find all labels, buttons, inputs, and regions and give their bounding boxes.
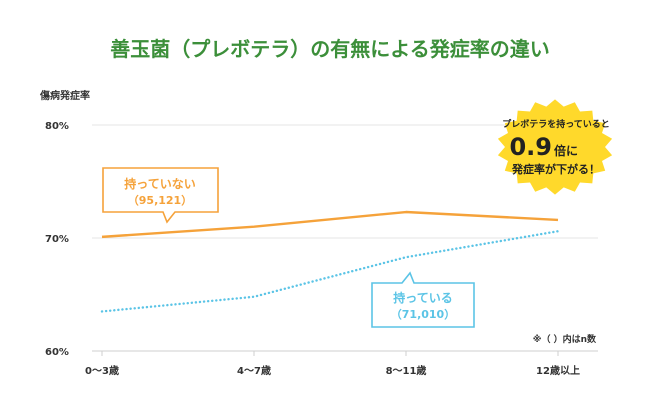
x-tick-label: 8〜11歳 (386, 364, 427, 377)
x-tick-label: 12歳以上 (536, 364, 580, 377)
callout-having-box (371, 271, 475, 328)
badge-starburst (497, 99, 613, 195)
series-name-not-having: 持っていない (124, 176, 195, 191)
chart-title: 善玉菌（プレボテラ）の有無による発症率の違い (110, 37, 549, 61)
badge-line3: 発症率が下がる！ (511, 162, 600, 176)
series-lines (100, 210, 560, 313)
x-tick-label: 4〜7歳 (237, 364, 271, 377)
x-ticks: 0〜3歳 4〜7歳 8〜11歳 12歳以上 (85, 351, 580, 377)
series-line-having (100, 230, 560, 313)
highlight-badge: プレボテラを持っていると 0.9 倍に 発症率が下がる！ (497, 99, 613, 195)
callout-not-having-box (102, 167, 219, 224)
callout-not-having: 持っていない （95,121） (102, 167, 219, 224)
callout-having: 持っている （71,010） (371, 271, 475, 328)
badge-big-number: 0.9 (509, 133, 552, 161)
series-name-having: 持っている (393, 290, 452, 305)
badge-line1: プレボテラを持っていると (502, 118, 610, 130)
y-tick-label: 80% (45, 121, 69, 132)
series-n-not-having: （95,121） (128, 194, 192, 207)
badge-big-suffix: 倍に (554, 143, 578, 158)
x-tick-label: 0〜3歳 (85, 364, 119, 377)
footnote: ※（ ）内はn数 (533, 333, 597, 345)
y-axis-label: 傷病発症率 (39, 89, 90, 102)
series-n-having: （71,010） (391, 308, 455, 321)
series-line-not-having (101, 210, 559, 239)
y-tick-label: 70% (45, 234, 69, 245)
y-tick-label: 60% (45, 347, 69, 358)
y-ticks: 80% 70% 60% (45, 121, 69, 358)
